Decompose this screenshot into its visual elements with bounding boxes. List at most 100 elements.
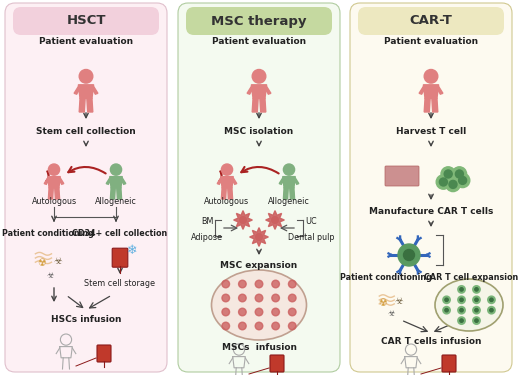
Polygon shape xyxy=(121,178,126,184)
Polygon shape xyxy=(283,177,295,188)
Circle shape xyxy=(256,234,263,240)
Polygon shape xyxy=(79,85,94,98)
Circle shape xyxy=(289,322,296,330)
Text: ☣: ☣ xyxy=(387,309,395,318)
Circle shape xyxy=(444,170,452,178)
Polygon shape xyxy=(437,87,443,94)
Circle shape xyxy=(240,217,246,223)
Circle shape xyxy=(475,298,478,302)
Circle shape xyxy=(79,69,93,83)
Text: Patient conditioning: Patient conditioning xyxy=(2,228,94,237)
Circle shape xyxy=(424,69,438,83)
Polygon shape xyxy=(294,178,299,184)
Text: Adipose: Adipose xyxy=(191,232,223,242)
FancyBboxPatch shape xyxy=(186,7,332,35)
Circle shape xyxy=(458,286,465,293)
Polygon shape xyxy=(92,87,98,94)
FancyBboxPatch shape xyxy=(270,355,284,372)
Text: Dental pulp: Dental pulp xyxy=(288,232,334,242)
Circle shape xyxy=(255,294,263,302)
Circle shape xyxy=(475,319,478,322)
Polygon shape xyxy=(432,98,438,112)
Text: HSCT: HSCT xyxy=(66,15,106,27)
FancyBboxPatch shape xyxy=(442,355,456,372)
FancyBboxPatch shape xyxy=(97,345,111,362)
Polygon shape xyxy=(87,98,93,112)
Text: ☣: ☣ xyxy=(395,296,404,306)
Polygon shape xyxy=(283,188,288,199)
Circle shape xyxy=(459,176,466,184)
Circle shape xyxy=(441,167,456,181)
FancyBboxPatch shape xyxy=(358,7,504,35)
Polygon shape xyxy=(48,177,60,188)
Text: Manufacture CAR T cells: Manufacture CAR T cells xyxy=(369,207,493,216)
Text: ☢: ☢ xyxy=(37,258,46,268)
Polygon shape xyxy=(232,178,237,184)
Text: CAR-T: CAR-T xyxy=(410,15,452,27)
Polygon shape xyxy=(233,211,252,230)
Text: Harvest T cell: Harvest T cell xyxy=(396,128,466,136)
Text: Patient evaluation: Patient evaluation xyxy=(212,38,306,46)
Circle shape xyxy=(458,306,465,314)
Text: Patient conditioning: Patient conditioning xyxy=(340,273,432,282)
Text: BM: BM xyxy=(201,217,213,226)
FancyBboxPatch shape xyxy=(350,3,512,372)
Circle shape xyxy=(398,244,420,266)
Circle shape xyxy=(255,322,263,330)
Polygon shape xyxy=(106,178,111,184)
Circle shape xyxy=(452,167,466,181)
Polygon shape xyxy=(59,178,64,184)
Circle shape xyxy=(445,309,448,312)
Text: MSC therapy: MSC therapy xyxy=(211,15,307,27)
Circle shape xyxy=(222,322,229,330)
Circle shape xyxy=(488,306,495,314)
Polygon shape xyxy=(279,178,284,184)
Circle shape xyxy=(272,308,279,316)
Text: Autologous: Autologous xyxy=(31,198,76,207)
Circle shape xyxy=(289,308,296,316)
Text: CD34+ cell collection: CD34+ cell collection xyxy=(72,228,167,237)
Circle shape xyxy=(222,280,229,288)
Circle shape xyxy=(222,294,229,302)
Polygon shape xyxy=(74,87,80,94)
FancyBboxPatch shape xyxy=(13,7,159,35)
Text: ☢: ☢ xyxy=(379,298,387,308)
Text: ❄: ❄ xyxy=(127,243,137,256)
Polygon shape xyxy=(424,98,430,112)
Circle shape xyxy=(473,306,480,314)
Text: Allogeneic: Allogeneic xyxy=(268,198,310,207)
Circle shape xyxy=(436,175,451,189)
Circle shape xyxy=(222,164,232,175)
Text: CAR T cells infusion: CAR T cells infusion xyxy=(381,338,481,346)
Circle shape xyxy=(255,308,263,316)
Circle shape xyxy=(475,288,478,291)
Polygon shape xyxy=(220,177,233,188)
Circle shape xyxy=(443,306,450,314)
Polygon shape xyxy=(222,188,226,199)
Circle shape xyxy=(252,69,266,83)
Polygon shape xyxy=(247,87,253,94)
Circle shape xyxy=(475,309,478,312)
Text: Autologous: Autologous xyxy=(204,198,250,207)
Polygon shape xyxy=(423,85,439,98)
Polygon shape xyxy=(217,178,222,184)
Circle shape xyxy=(488,296,495,303)
Polygon shape xyxy=(290,188,295,199)
Text: Allogeneic: Allogeneic xyxy=(95,198,137,207)
Text: Stem cell storage: Stem cell storage xyxy=(84,279,155,288)
Circle shape xyxy=(110,164,122,175)
Polygon shape xyxy=(110,188,115,199)
Circle shape xyxy=(289,294,296,302)
Circle shape xyxy=(443,296,450,303)
Circle shape xyxy=(239,308,246,316)
Polygon shape xyxy=(251,85,267,98)
Circle shape xyxy=(456,170,463,178)
Polygon shape xyxy=(110,177,122,188)
Circle shape xyxy=(272,322,279,330)
Polygon shape xyxy=(266,211,284,230)
Circle shape xyxy=(473,286,480,293)
Circle shape xyxy=(445,298,448,302)
Polygon shape xyxy=(419,87,425,94)
Polygon shape xyxy=(250,228,268,246)
Polygon shape xyxy=(252,98,258,112)
